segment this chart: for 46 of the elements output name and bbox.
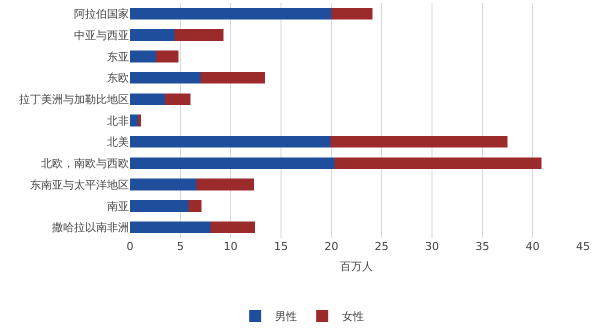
x-tick-label: 10 (224, 240, 238, 253)
y-tick-label: 东南亚与太平洋地区 (30, 178, 129, 192)
bar (130, 93, 166, 106)
bar (138, 114, 142, 126)
y-tick-label: 北美 (107, 136, 129, 149)
y-tick-label: 北非 (107, 114, 129, 128)
bar (130, 200, 188, 212)
x-tick-label: 0 (126, 240, 134, 253)
x-tick-label: 25 (374, 240, 389, 253)
y-tick-label: 南亚 (107, 200, 129, 213)
bar (130, 50, 156, 62)
bar (130, 72, 200, 84)
legend-label: 女性 (342, 310, 364, 324)
x-tick-label: 20 (324, 240, 338, 253)
bar (200, 72, 265, 84)
y-tick-label: 北欧，南欧与西欧 (41, 157, 129, 170)
bar (165, 93, 190, 106)
bar (130, 136, 330, 148)
x-tick-label: 35 (475, 240, 490, 253)
y-tick-label: 撒哈拉以南非洲 (52, 221, 129, 234)
x-axis-title: 百万人 (340, 260, 373, 274)
x-tick-label: 5 (176, 240, 184, 253)
y-tick-label: 东欧 (107, 72, 129, 85)
x-tick-label: 40 (526, 240, 540, 253)
bar (130, 29, 174, 41)
bar (130, 8, 332, 20)
bar (130, 114, 138, 126)
bar (330, 136, 508, 148)
x-tick-label: 15 (274, 240, 288, 253)
y-tick-label: 拉丁美洲与加勒比地区 (19, 92, 129, 106)
bar (334, 157, 542, 170)
y-tick-label: 东亚 (107, 50, 129, 64)
bar (210, 221, 255, 234)
bar (156, 50, 178, 62)
y-tick-label: 阿拉伯国家 (74, 8, 129, 21)
bar (188, 200, 202, 212)
bar (130, 157, 334, 170)
bar (331, 8, 373, 20)
bar (196, 178, 254, 190)
x-tick-label: 45 (576, 240, 590, 253)
y-tick-label: 中亚与西亚 (74, 28, 129, 42)
legend-label: 男性 (275, 310, 298, 324)
bar (130, 221, 211, 234)
bar (174, 29, 224, 41)
bar (130, 178, 196, 190)
x-tick-label: 30 (425, 240, 439, 253)
